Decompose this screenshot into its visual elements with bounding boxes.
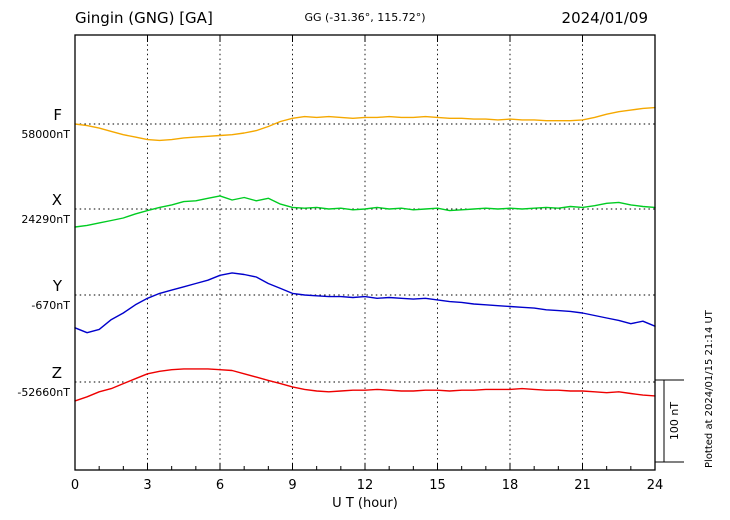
plot-date: 2024/01/09 [562,9,648,27]
x-tick-label: 24 [647,478,664,493]
trace-layer [74,106,656,402]
series-baseline-Y: -670nT [31,299,70,312]
station-coordinates: GG (-31.36°, 115.72°) [304,11,425,24]
x-tick-label: 3 [143,478,151,493]
trace-Z [74,368,656,402]
axis-layer: 0 3 6 9 12 15 18 21 24 [71,35,663,493]
x-tick-label: 21 [574,478,591,493]
series-baseline-F: 58000nT [21,128,70,141]
x-tick-label: 6 [216,478,224,493]
trace-X [74,195,656,228]
grid-layer [75,35,655,470]
series-label-X: X [52,191,62,209]
series-label-F: F [53,106,62,124]
plot-border [74,34,656,471]
x-tick-label: 15 [429,478,446,493]
x-tick-label: 0 [71,478,79,493]
series-label-Y: Y [52,277,63,295]
x-tick-label: 9 [288,478,296,493]
series-baseline-X: 24290nT [21,213,70,226]
station-title: Gingin (GNG) [GA] [75,9,213,27]
x-tick-label: 12 [357,478,374,493]
x-tick-label: 18 [502,478,519,493]
series-label-Z: Z [52,364,62,382]
x-axis-label: U T (hour) [332,496,398,511]
scale-bar-label: 100 nT [668,402,681,440]
series-baseline-Z: -52660nT [17,386,70,399]
trace-F [74,106,656,142]
plotted-at-text: Plotted at 2024/01/15 21:14 UT [704,309,715,468]
trace-Y [74,272,656,334]
